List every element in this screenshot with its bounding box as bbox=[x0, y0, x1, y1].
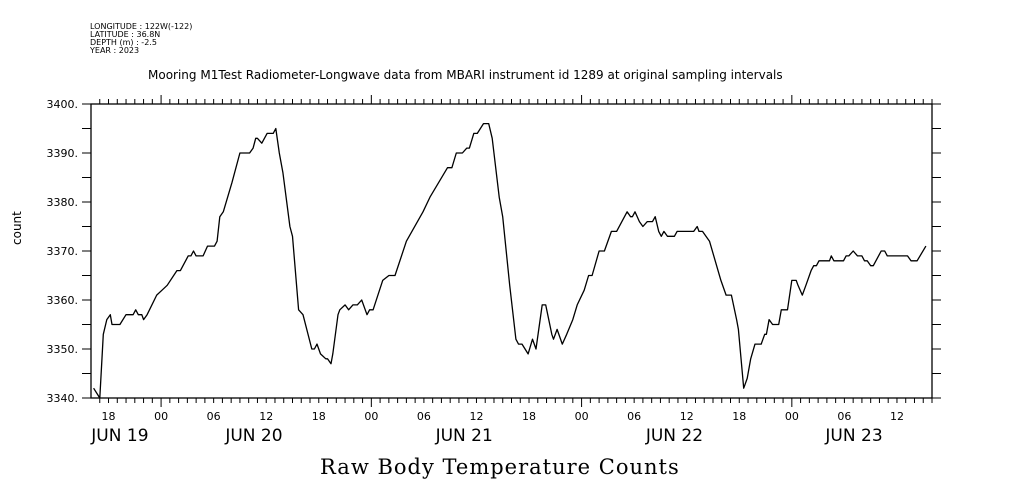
y-tick-label: 3350. bbox=[47, 343, 79, 356]
x-tick-label: 12 bbox=[890, 410, 904, 423]
x-day-label: JUN 21 bbox=[435, 426, 493, 446]
x-tick-label: 18 bbox=[102, 410, 116, 423]
latitude-label: LATITUDE : 36.8N bbox=[90, 30, 161, 39]
x-tick-label: 18 bbox=[732, 410, 746, 423]
depth-label: DEPTH (m) : -2.5 bbox=[90, 38, 157, 47]
x-tick-label: 18 bbox=[312, 410, 326, 423]
x-tick-label: 00 bbox=[364, 410, 378, 423]
x-tick-label: 06 bbox=[207, 410, 221, 423]
y-tick-label: 3340. bbox=[47, 392, 79, 405]
x-tick-label: 00 bbox=[575, 410, 589, 423]
x-day-label: JUN 20 bbox=[224, 426, 282, 446]
y-tick-label: 3380. bbox=[47, 196, 79, 209]
year-label: YEAR : 2023 bbox=[90, 46, 140, 55]
x-axis-label: Raw Body Temperature Counts bbox=[320, 455, 680, 479]
x-tick-label: 06 bbox=[627, 410, 641, 423]
y-tick-label: 3370. bbox=[47, 245, 79, 258]
y-tick-label: 3360. bbox=[47, 294, 79, 307]
x-day-label: JUN 19 bbox=[90, 426, 148, 446]
x-day-label: JUN 23 bbox=[824, 426, 882, 446]
x-tick-label: 12 bbox=[259, 410, 273, 423]
x-tick-label: 00 bbox=[154, 410, 168, 423]
y-tick-label: 3400. bbox=[47, 98, 79, 111]
x-tick-label: 06 bbox=[417, 410, 431, 423]
y-tick-label: 3390. bbox=[47, 147, 79, 160]
x-tick-label: 12 bbox=[680, 410, 694, 423]
x-tick-label: 00 bbox=[785, 410, 799, 423]
x-tick-label: 12 bbox=[469, 410, 483, 423]
x-day-label: JUN 22 bbox=[645, 426, 703, 446]
longitude-label: LONGITUDE : 122W(-122) bbox=[90, 22, 193, 31]
series-line-count bbox=[93, 122, 927, 399]
x-tick-label: 18 bbox=[522, 410, 536, 423]
x-tick-label: 06 bbox=[837, 410, 851, 423]
chart-title: Mooring M1Test Radiometer-Longwave data … bbox=[148, 68, 783, 82]
plot-frame bbox=[90, 103, 933, 399]
